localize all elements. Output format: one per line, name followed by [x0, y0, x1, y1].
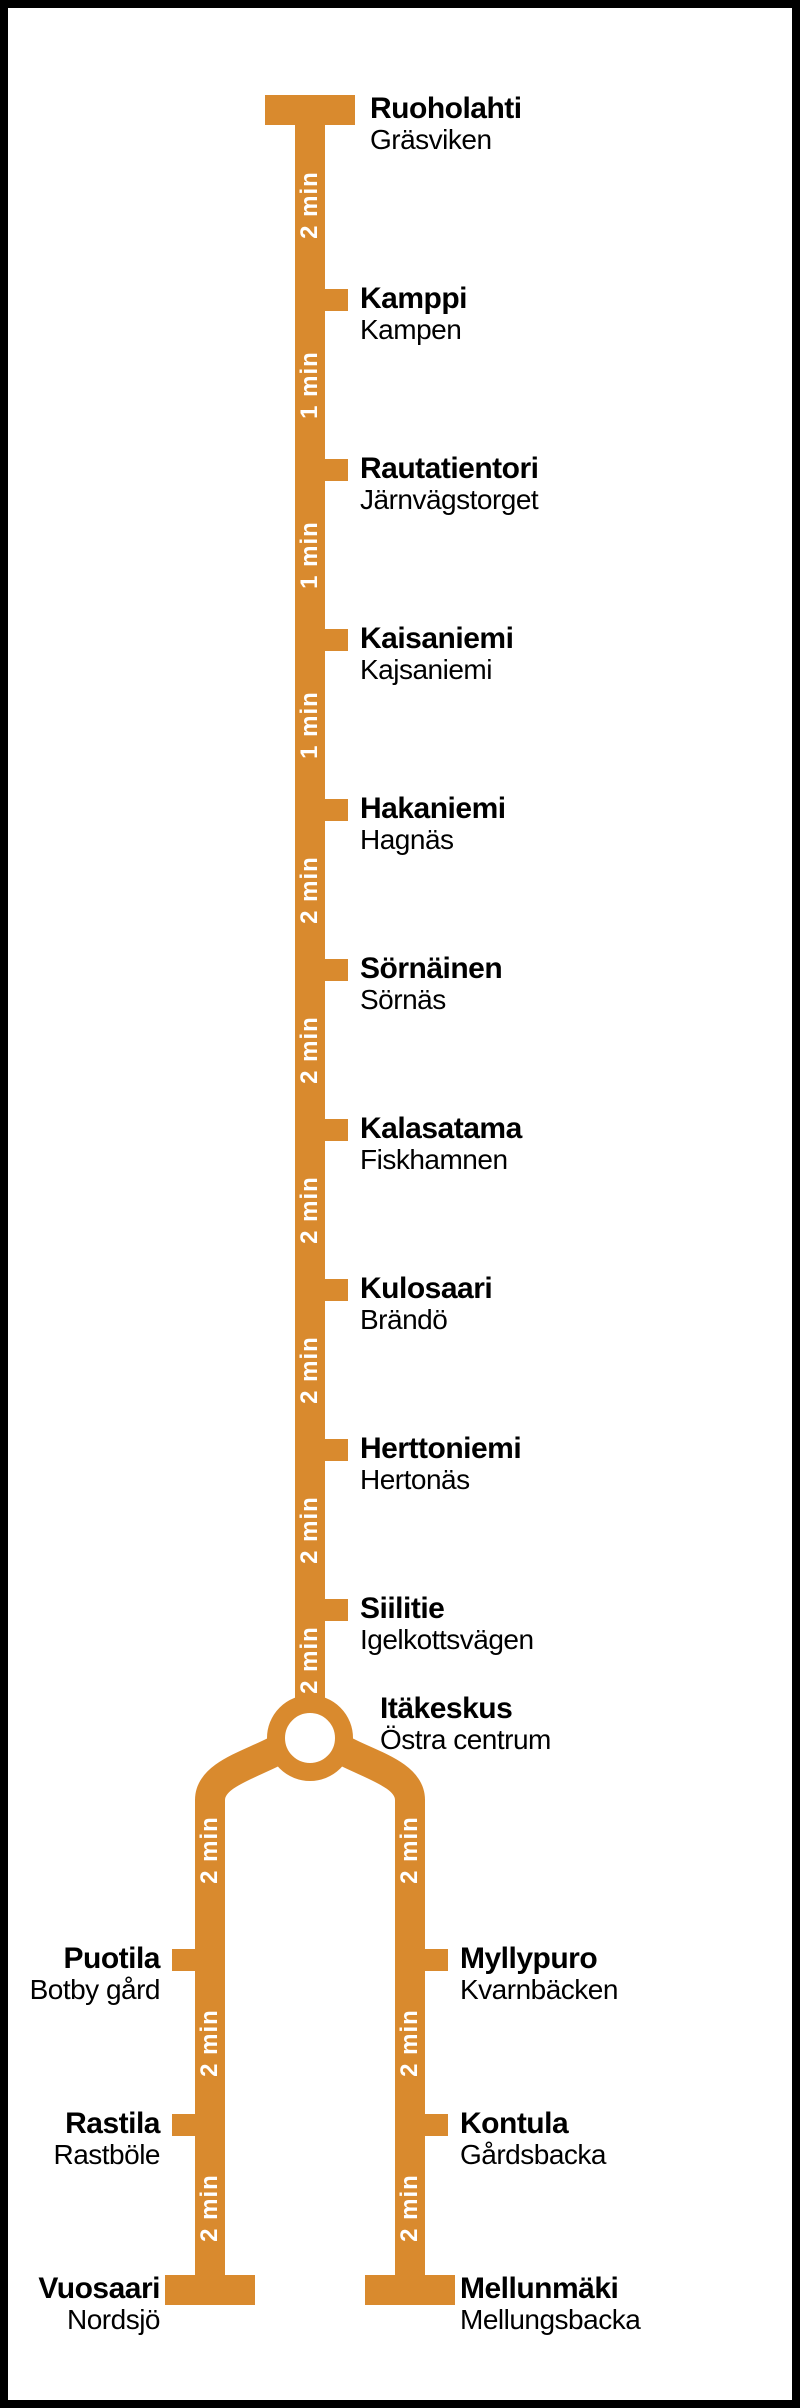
segment-time: 2 min [296, 990, 324, 1110]
segment-time: 1 min [296, 495, 324, 615]
station-label: MyllypuroKvarnbäcken [460, 1942, 618, 2006]
station-label: SörnäinenSörnäs [360, 952, 502, 1016]
station-name-fi: Kamppi [360, 282, 467, 315]
station-label: RautatientoriJärnvägstorget [360, 452, 539, 516]
station-name-sv: Kvarnbäcken [460, 1975, 618, 2006]
station-name-fi: Kontula [460, 2107, 606, 2140]
station-label: HakaniemiHagnäs [360, 792, 506, 856]
station-name-fi: Kalasatama [360, 1112, 522, 1145]
station-label: KaisaniemiKajsaniemi [360, 622, 513, 686]
segment-time: 2 min [296, 830, 324, 950]
station-name-fi: Sörnäinen [360, 952, 502, 985]
station-name-fi: Ruoholahti [370, 92, 522, 125]
station-label: KulosaariBrändö [360, 1272, 492, 1336]
segment-time: 1 min [296, 665, 324, 785]
station-name-sv: Nordsjö [38, 2305, 160, 2336]
metro-map-frame: RuoholahtiGräsviken 2 min KamppiKampen 1 mi… [0, 0, 800, 2408]
station-name-sv: Brändö [360, 1305, 492, 1336]
station-label: VuosaariNordsjö [38, 2272, 160, 2336]
segment-time: 2 min [296, 145, 324, 265]
segment-time: 2 min [396, 1983, 424, 2103]
station-name-fi: Itäkeskus [380, 1692, 551, 1725]
station-name-sv: Kampen [360, 315, 467, 346]
segment-time: 2 min [196, 1790, 224, 1910]
segment-time: 2 min [196, 2148, 224, 2268]
station-name-sv: Östra centrum [380, 1725, 551, 1756]
station-name-sv: Gräsviken [370, 125, 522, 156]
station-name-sv: Järnvägstorget [360, 485, 539, 516]
station-label: KontulaGårdsbacka [460, 2107, 606, 2171]
station-name-fi: Kaisaniemi [360, 622, 513, 655]
station-name-fi: Myllypuro [460, 1942, 618, 1975]
segment-time: 2 min [196, 1983, 224, 2103]
segment-time: 2 min [296, 1470, 324, 1590]
segment-time: 2 min [396, 1790, 424, 1910]
segment-time: 2 min [396, 2148, 424, 2268]
station-name-fi: Kulosaari [360, 1272, 492, 1305]
station-name-sv: Kajsaniemi [360, 655, 513, 686]
station-label: ItäkeskusÖstra centrum [380, 1692, 551, 1756]
station-label: KamppiKampen [360, 282, 467, 346]
station-name-sv: Hagnäs [360, 825, 506, 856]
station-label: MellunmäkiMellungsbacka [460, 2272, 640, 2336]
station-name-fi: Puotila [30, 1942, 160, 1975]
station-name-sv: Rastböle [53, 2140, 160, 2171]
station-label: SiilitieIgelkottsvägen [360, 1592, 534, 1656]
station-name-sv: Hertonäs [360, 1465, 521, 1496]
station-name-sv: Gårdsbacka [460, 2140, 606, 2171]
station-name-fi: Siilitie [360, 1592, 534, 1625]
station-name-fi: Hakaniemi [360, 792, 506, 825]
station-name-fi: Rastila [53, 2107, 160, 2140]
segment-time: 2 min [296, 1310, 324, 1430]
segment-time: 1 min [296, 325, 324, 445]
station-name-fi: Herttoniemi [360, 1432, 521, 1465]
station-label: PuotilaBotby gård [30, 1942, 160, 2006]
station-name-sv: Igelkottsvägen [360, 1625, 534, 1656]
station-label: KalasatamaFiskhamnen [360, 1112, 522, 1176]
segment-time: 2 min [296, 1150, 324, 1270]
segment-time: 2 min [296, 1600, 324, 1720]
station-name-fi: Rautatientori [360, 452, 539, 485]
station-name-sv: Fiskhamnen [360, 1145, 522, 1176]
station-label: RuoholahtiGräsviken [370, 92, 522, 156]
station-label: RastilaRastböle [53, 2107, 160, 2171]
station-label: HerttoniemiHertonäs [360, 1432, 521, 1496]
station-name-fi: Vuosaari [38, 2272, 160, 2305]
station-name-sv: Botby gård [30, 1975, 160, 2006]
station-name-sv: Mellungsbacka [460, 2305, 640, 2336]
station-name-sv: Sörnäs [360, 985, 502, 1016]
station-name-fi: Mellunmäki [460, 2272, 640, 2305]
